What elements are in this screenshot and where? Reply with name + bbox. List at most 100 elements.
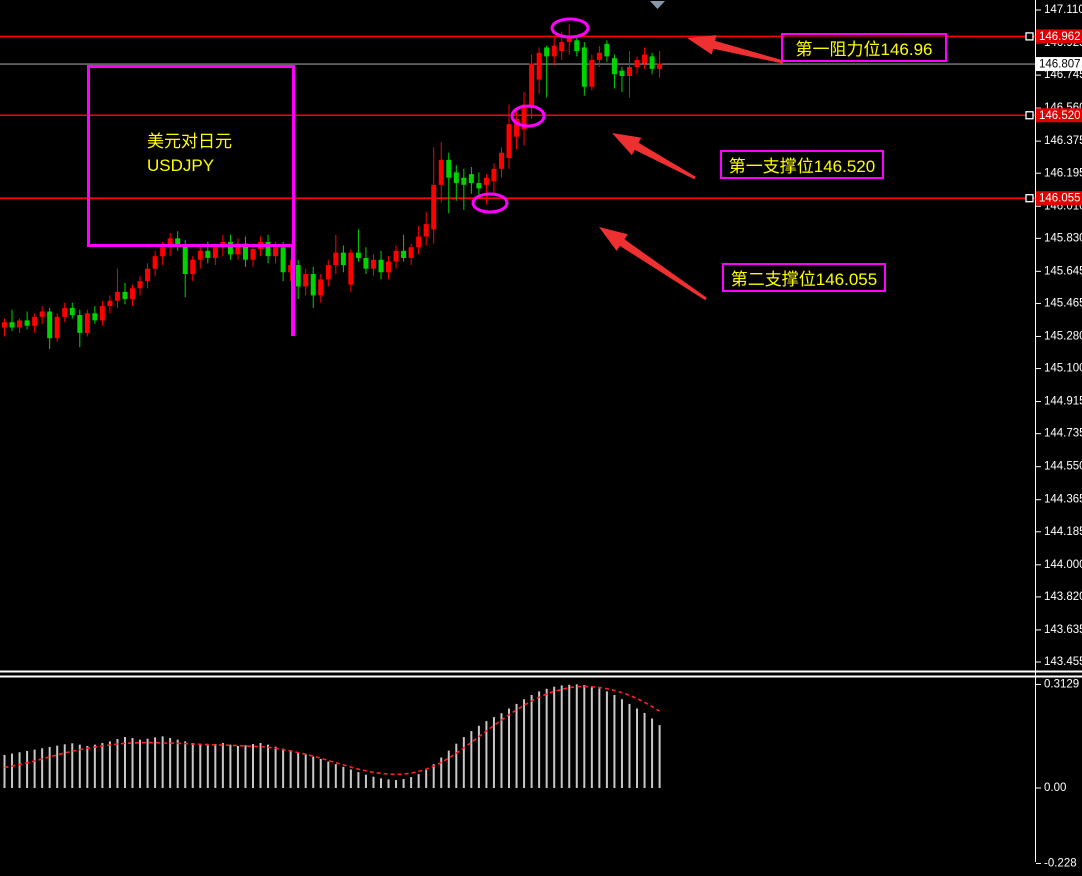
axis-tick-label: 145.645 <box>1044 265 1082 277</box>
candle-body <box>310 274 316 296</box>
price-tag-red <box>1036 108 1082 123</box>
axis-tick-label: 146.745 <box>1044 69 1082 81</box>
axis-tick-label: 143.455 <box>1044 656 1082 668</box>
candle-body <box>506 124 512 159</box>
pane-separator[interactable] <box>0 670 1082 678</box>
candle-body <box>521 104 527 130</box>
candle-body <box>32 316 38 326</box>
candle-body <box>325 265 331 280</box>
price-tag-label: 146.055 <box>1039 193 1081 205</box>
candle-body <box>250 249 256 260</box>
candle-body <box>24 320 30 326</box>
histogram-layer <box>3 684 661 788</box>
candle-body <box>190 259 196 275</box>
support2-level-text: 第二支撑位146.055 <box>730 270 878 289</box>
candle-body <box>649 56 655 69</box>
pointer-arrow[interactable] <box>687 35 784 64</box>
candle-body <box>9 322 15 328</box>
axis-tick-label: 143.820 <box>1044 591 1082 603</box>
candle-body <box>596 52 602 60</box>
price-tag-label: 146.962 <box>1039 31 1081 43</box>
highlight-ellipse[interactable] <box>550 17 590 39</box>
candle-body <box>574 40 580 52</box>
candle-body <box>468 174 474 184</box>
indicator-axis-label: 0.00 <box>1044 782 1066 794</box>
price-axis[interactable]: 147.110146.925146.745146.560146.375146.1… <box>1035 0 1082 869</box>
candle-body <box>619 70 625 77</box>
axis-tick-label: 144.185 <box>1044 526 1082 538</box>
indicator-axis-label: 0.3129 <box>1044 678 1079 690</box>
scroll-marker-icon[interactable] <box>650 1 665 9</box>
candle-body <box>491 168 497 182</box>
support1-level-text: 第一支撑位146.520 <box>728 157 876 176</box>
candle-body <box>84 313 90 333</box>
candle-body <box>227 241 233 255</box>
candle-body <box>363 257 369 269</box>
candle-body <box>130 288 136 299</box>
candle-body <box>348 252 354 285</box>
candle-body <box>92 313 98 321</box>
axis-tick-label: 144.735 <box>1044 428 1082 440</box>
axis-tick-label: 146.375 <box>1044 135 1082 147</box>
annotation-graphics-layer[interactable] <box>291 17 784 336</box>
candle-body <box>604 43 610 57</box>
symbol-annotation-box[interactable]: 美元对日元 USDJPY <box>87 65 295 247</box>
price-tag-label: 146.807 <box>1039 59 1081 71</box>
candle-body <box>273 247 279 257</box>
axis-tick-label: 146.195 <box>1044 167 1082 179</box>
candle-body <box>62 307 68 317</box>
candle-body <box>114 291 120 301</box>
line-handle[interactable] <box>1025 32 1034 41</box>
candle-body <box>54 316 60 339</box>
axis-tick-label: 145.280 <box>1044 330 1082 342</box>
indicator-axis-label: -0.228 <box>1044 857 1077 869</box>
candle-body <box>551 45 557 57</box>
pointer-arrow[interactable] <box>612 133 696 180</box>
candle-body <box>303 274 309 287</box>
axis-tick-label: 144.915 <box>1044 396 1082 408</box>
candle-body <box>318 279 324 296</box>
candle-body <box>205 250 211 258</box>
candle-body <box>175 238 181 246</box>
candle-body <box>197 250 203 260</box>
candle-body <box>611 58 617 75</box>
support1-level-label[interactable]: 第一支撑位146.520 <box>720 150 884 179</box>
price-tag-current <box>1036 57 1082 72</box>
axis-tick-label: 143.635 <box>1044 624 1082 636</box>
candle-body <box>566 36 572 43</box>
candle-body <box>47 311 53 339</box>
candle-body <box>160 247 166 257</box>
candle-body <box>589 59 595 87</box>
candle-body <box>438 159 444 185</box>
candle-body <box>393 250 399 262</box>
candle-body <box>370 259 376 269</box>
support2-level-label[interactable]: 第二支撑位146.055 <box>722 263 886 292</box>
candle-body <box>39 311 45 317</box>
candle-body <box>280 247 286 273</box>
candle-body <box>431 184 437 230</box>
resistance-level-label[interactable]: 第一阻力位146.96 <box>781 33 947 62</box>
candle-body <box>2 322 7 328</box>
candle-body <box>212 247 218 258</box>
highlight-ellipse[interactable] <box>510 104 546 128</box>
candle-body <box>145 268 151 282</box>
candle-body <box>295 265 301 287</box>
axis-tick-label: 145.465 <box>1044 297 1082 309</box>
line-handle[interactable] <box>1025 194 1034 203</box>
candle-body <box>152 256 158 269</box>
line-handle[interactable] <box>1025 111 1034 120</box>
candle-body <box>544 47 550 57</box>
pointer-arrow[interactable] <box>599 227 707 301</box>
candle-body <box>423 224 429 237</box>
candle-body <box>416 236 422 248</box>
candle-body <box>355 252 361 258</box>
candle-body <box>446 159 452 178</box>
highlight-ellipse[interactable] <box>471 192 509 214</box>
symbol-annotation-line1: 美元对日元 <box>147 132 232 151</box>
candle-body <box>340 252 346 266</box>
candle-body <box>265 241 271 257</box>
candle-body <box>17 320 23 328</box>
candle-body <box>529 63 535 109</box>
